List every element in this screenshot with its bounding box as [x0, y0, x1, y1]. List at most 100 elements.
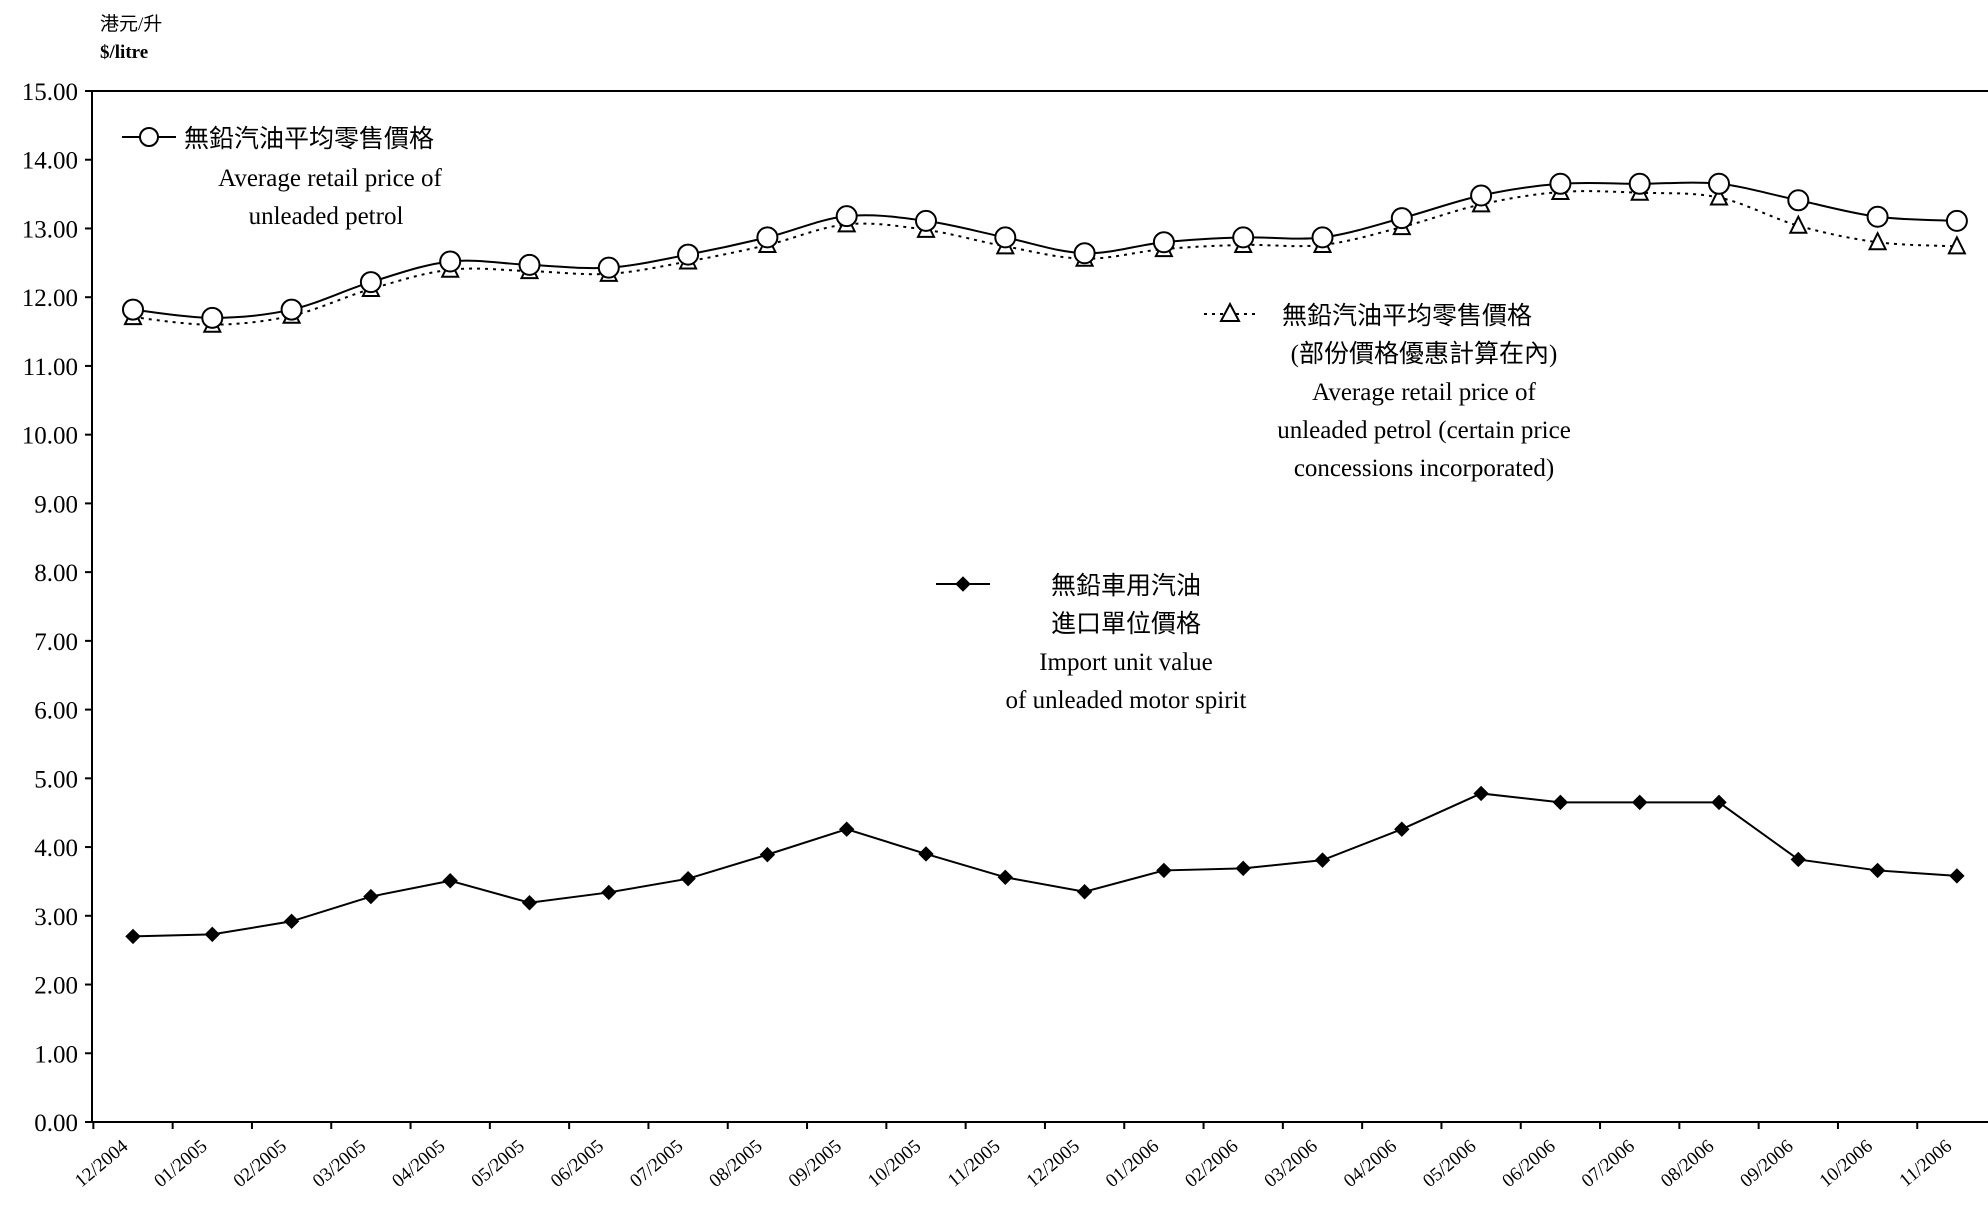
legend-concession-en1: Average retail price of [1312, 379, 1536, 406]
series-retail-point [1311, 226, 1334, 249]
series-retail-point [1470, 184, 1493, 207]
y-tick-label: 15.00 [22, 79, 78, 106]
x-tick-label: 10/2006 [1816, 1136, 1877, 1192]
series-import-point [918, 846, 934, 862]
y-tick-label: 8.00 [34, 560, 78, 587]
y-unit-zh: 港元/升 [100, 13, 162, 35]
x-tick-label: 10/2005 [864, 1136, 925, 1192]
series-retail-point [756, 226, 779, 249]
series-import-point [1949, 868, 1965, 884]
x-tick-label: 11/2006 [1895, 1136, 1956, 1192]
y-tick-label: 11.00 [23, 354, 78, 381]
series-import-point [1869, 862, 1886, 879]
legend-retail-marker [139, 127, 159, 147]
y-tick-label: 10.00 [22, 423, 78, 450]
series-import-point [680, 870, 696, 887]
series-retail-point [994, 226, 1017, 249]
series-retail-point [1945, 209, 1968, 232]
legend-concession-en3: concessions incorporated) [1294, 455, 1554, 482]
series-retail-point [835, 205, 858, 228]
x-tick-label: 03/2006 [1261, 1136, 1322, 1192]
series-retail-point [518, 253, 541, 276]
series-import-point [838, 821, 855, 837]
series-import-point [1076, 884, 1093, 900]
series-import-point [1314, 852, 1331, 868]
series-import-point [997, 869, 1014, 886]
y-tick-label: 2.00 [34, 973, 78, 1000]
y-tick-label: 0.00 [34, 1110, 78, 1137]
series-retail-point [1866, 205, 1889, 228]
series-concession-line [132, 190, 1957, 326]
y-tick-labels: 0.00 1.00 2.00 3.00 4.00 5.00 6.00 7.00 8.00 9.00… [22, 79, 92, 1137]
legend-retail-en2: unleaded petrol [249, 203, 404, 230]
series-import-line [132, 792, 1957, 938]
x-tick-label: 01/2006 [1102, 1136, 1163, 1192]
x-tick-label: 04/2006 [1340, 1136, 1401, 1192]
legend-import-zh2: 進口單位價格 [1051, 610, 1201, 638]
x-tick-label: 04/2005 [388, 1136, 449, 1192]
series-import-point [125, 928, 141, 945]
y-tick-label: 6.00 [34, 698, 78, 725]
y-tick-label: 4.00 [34, 835, 78, 862]
series-import-point [601, 884, 617, 901]
series-concession-point [1947, 235, 1967, 255]
x-tick-label: 08/2005 [705, 1136, 766, 1192]
x-tick-label: 11/2005 [944, 1136, 1005, 1192]
series-import-point [521, 895, 538, 911]
series-import-point [204, 926, 221, 943]
series-import-point [759, 846, 776, 863]
x-tick-label: 12/2005 [1023, 1136, 1084, 1192]
y-tick-label: 13.00 [22, 216, 78, 243]
series-retail-point [1073, 242, 1096, 265]
series-layer [122, 172, 1968, 945]
series-retail-point [1390, 207, 1413, 230]
series-concession-point [1867, 230, 1888, 251]
legend-import-zh1: 無鉛車用汽油 [1051, 572, 1201, 600]
series-import-point [1394, 821, 1410, 837]
series-retail-point [1708, 172, 1730, 195]
series-retail-point [201, 306, 224, 329]
series-retail-point [597, 256, 620, 279]
series-concession-point [1788, 214, 1808, 234]
series-retail-point [359, 271, 382, 294]
y-tick-label: 5.00 [34, 766, 78, 793]
series-retail [122, 172, 1968, 329]
legend-retail-en1: Average retail price of [218, 165, 442, 192]
x-tick-label: 03/2005 [309, 1136, 370, 1192]
series-retail-point [1232, 226, 1255, 249]
y-tick-label: 14.00 [22, 148, 78, 175]
legend-retail: 無鉛汽油平均零售價格 Average retail price of unlea… [122, 125, 443, 230]
series-retail-point [1787, 189, 1810, 212]
x-tick-label: 08/2006 [1657, 1136, 1718, 1192]
x-tick-label: 07/2005 [626, 1136, 687, 1192]
series-import-point [442, 873, 458, 889]
y-tick-label: 3.00 [34, 904, 78, 931]
legend-import-marker [955, 576, 971, 592]
y-tick-label: 12.00 [22, 285, 78, 312]
y-tick-label: 1.00 [34, 1041, 78, 1068]
x-tick-label: 09/2006 [1736, 1136, 1797, 1192]
x-tick-labels: 12/2004 01/2005 02/2005 03/2005 04/2005 05/20… [71, 1122, 1956, 1192]
series-import [125, 785, 1965, 945]
series-retail-line [132, 181, 1957, 319]
series-retail-point [439, 250, 462, 273]
x-tick-label: 05/2006 [1419, 1136, 1480, 1192]
x-tick-label: 02/2005 [230, 1136, 291, 1192]
x-tick-label: 07/2006 [1578, 1136, 1639, 1192]
x-tick-label: 02/2006 [1181, 1136, 1242, 1192]
series-import-point [1235, 860, 1251, 877]
legend-concession: 無鉛汽油平均零售價格 (部份價格優惠計算在內) Average retail p… [1204, 301, 1571, 482]
x-tick-label: 05/2005 [468, 1136, 529, 1192]
legend-concession-zh1: 無鉛汽油平均零售價格 [1282, 302, 1532, 330]
series-retail-point [677, 243, 700, 266]
legend-concession-marker [1219, 301, 1241, 322]
legend-concession-en2: unleaded petrol (certain price [1277, 417, 1571, 444]
x-tick-label: 06/2005 [547, 1136, 608, 1192]
series-import-point [1156, 862, 1172, 879]
series-retail-point [1549, 172, 1572, 195]
x-tick-label: 01/2005 [150, 1136, 211, 1192]
series-import-point [1552, 794, 1569, 811]
series-import-point [283, 913, 300, 930]
x-tick-label: 06/2006 [1498, 1136, 1559, 1192]
